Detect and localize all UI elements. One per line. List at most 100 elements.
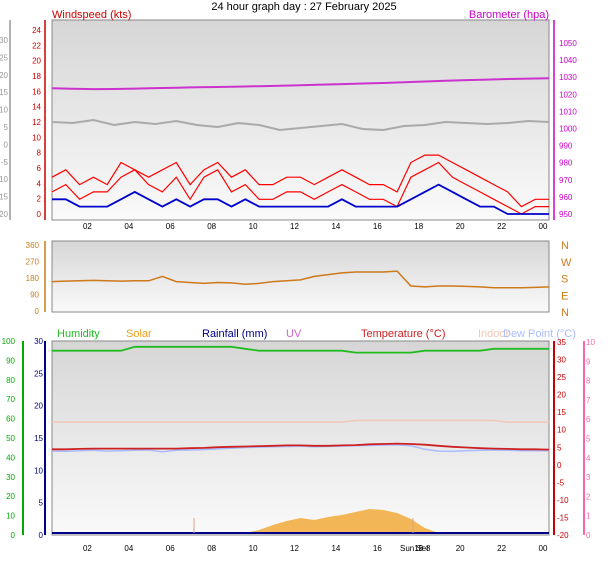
wind-tick: 16 [32, 87, 41, 96]
temperature-tick: 25 [557, 373, 566, 382]
humidity-tick: 60 [6, 415, 15, 424]
baro-tick: 1030 [559, 73, 577, 82]
wind-baro-panel: Windspeed (kts) Barometer (hpa) [9, 9, 555, 221]
outer-left-tick: -5 [1, 158, 9, 167]
temperature-tick: -15 [557, 513, 569, 522]
compass-label: N [561, 240, 569, 252]
compass-label: W [561, 257, 572, 269]
baro-tick: 1000 [559, 125, 577, 134]
x-tick-label: 02 [83, 222, 92, 231]
solar-area [52, 509, 549, 533]
x-tick-label: 12 [290, 544, 299, 553]
temperature-tick: 30 [557, 356, 566, 365]
wind-tick: 10 [32, 133, 41, 142]
wind-tick: 24 [32, 26, 41, 35]
x-tick-label: 00 [539, 222, 548, 231]
uv-tick: 1 [586, 512, 591, 521]
direction-tick: 90 [30, 291, 39, 300]
compass-label: N [561, 307, 569, 319]
outer-left-tick: 0 [4, 140, 9, 149]
outer-left-tick: 20 [0, 71, 9, 80]
baro-tick: 980 [559, 159, 573, 168]
uv-tick: 7 [586, 396, 591, 405]
x-tick-label: 14 [331, 222, 340, 231]
legend-item: UV [286, 328, 302, 340]
wind-tick: 4 [37, 179, 42, 188]
humidity-tick: 90 [6, 356, 15, 365]
baro-tick: 1050 [559, 39, 577, 48]
uv-tick: 2 [586, 492, 591, 501]
temperature-tick: -20 [557, 531, 569, 540]
legend-item: Rainfall (mm) [202, 328, 267, 340]
temperature-tick: 0 [557, 461, 562, 470]
rain-tick: 10 [34, 466, 43, 475]
temperature-tick: 10 [557, 426, 566, 435]
baro-axis-label: Barometer (hpa) [469, 9, 549, 21]
compass-label: S [561, 274, 568, 286]
temperature-tick: -10 [557, 496, 569, 505]
rain-tick: 0 [39, 531, 44, 540]
outer-left-tick: -15 [0, 193, 9, 202]
temperature-tick: 35 [557, 338, 566, 347]
humidity-tick: 20 [6, 492, 15, 501]
humidity-tick: 0 [11, 531, 16, 540]
gray-series-line [51, 118, 550, 132]
humidity-tick: 80 [6, 376, 15, 385]
x-tick-label: 22 [497, 544, 506, 553]
rain-tick: 15 [34, 434, 43, 443]
legend-item: Temperature (°C) [361, 328, 445, 340]
legend-item: Indoor [478, 328, 510, 340]
avg-wind-line [52, 183, 549, 215]
x-tick-label: 04 [124, 222, 133, 231]
rain-tick: 25 [34, 369, 43, 378]
wind-tick: 20 [32, 57, 41, 66]
uv-tick: 8 [586, 377, 591, 386]
uv-tick: 9 [586, 357, 591, 366]
x-tick-label: 20 [456, 222, 465, 231]
x-tick-label: 22 [497, 222, 506, 231]
humidity-line [52, 345, 549, 354]
x-tick-label: 18 [414, 544, 423, 553]
sunset-label-suffix: 8 [426, 544, 431, 553]
humidity-tick: 70 [6, 395, 15, 404]
uv-tick: 4 [586, 454, 591, 463]
outer-left-tick: 25 [0, 53, 9, 62]
humidity-tick: 40 [6, 453, 15, 462]
x-tick-label: 12 [290, 222, 299, 231]
wind-direction-line [51, 270, 550, 289]
uv-tick: 0 [586, 531, 591, 540]
direction-tick: 180 [26, 274, 40, 283]
outer-left-tick: -10 [0, 175, 9, 184]
x-tick-label: 06 [166, 544, 175, 553]
x-tick-label: 14 [331, 544, 340, 553]
legend-item: Solar [126, 328, 152, 340]
outer-left-tick: 5 [4, 123, 9, 132]
uv-tick: 3 [586, 473, 591, 482]
wind-tick: 14 [32, 103, 41, 112]
chart-title: 24 hour graph day : 27 February 2025 [211, 1, 396, 13]
wind-tick: 2 [37, 195, 42, 204]
temperature-tick: 5 [557, 443, 562, 452]
temperature-tick: 15 [557, 408, 566, 417]
barometer-line [51, 77, 550, 91]
wind-tick: 0 [37, 210, 42, 219]
uv-tick: 5 [586, 435, 591, 444]
outer-left-tick: 30 [0, 36, 9, 45]
humidity-tick: 100 [2, 337, 16, 346]
wind-tick: 8 [37, 149, 42, 158]
baro-tick: 950 [559, 210, 573, 219]
rain-tick: 20 [34, 402, 43, 411]
x-tick-label: 08 [207, 544, 216, 553]
legend-item: Humidity [57, 328, 100, 340]
wind-tick: 22 [32, 41, 41, 50]
temperature-tick: -5 [557, 478, 565, 487]
x-tick-label: 00 [539, 544, 548, 553]
temp-humidity-panel [22, 340, 585, 536]
wind-direction-panel [44, 240, 550, 313]
x-tick-label: 16 [373, 544, 382, 553]
outer-left-tick: 15 [0, 88, 9, 97]
direction-tick: 360 [26, 241, 40, 250]
wind-axis-label: Windspeed (kts) [52, 9, 131, 21]
baro-tick: 1040 [559, 56, 577, 65]
